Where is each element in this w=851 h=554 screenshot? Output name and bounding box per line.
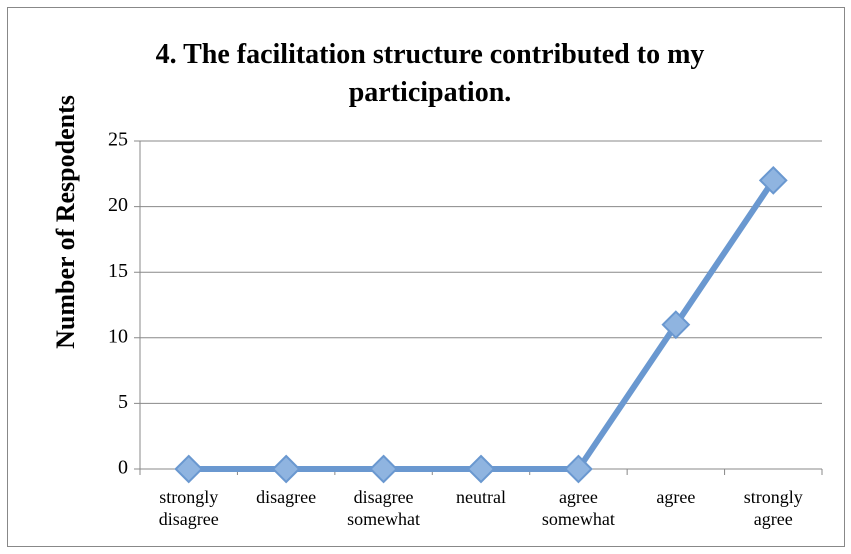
x-tick-label: disagree <box>256 487 317 507</box>
x-tick-label: strongly disagree <box>158 487 219 529</box>
y-tick-label: 25 <box>108 129 128 151</box>
y-tick-label: 0 <box>118 457 128 479</box>
y-tick-label: 20 <box>108 194 128 216</box>
chart-title: 4. The facilitation structure contribute… <box>155 39 705 108</box>
marker <box>369 454 398 484</box>
x-tick-label: neutral <box>456 487 506 507</box>
y-tick-label: 10 <box>108 325 128 347</box>
marker <box>466 454 496 484</box>
marker <box>564 454 593 484</box>
x-tick-label: agree <box>656 487 696 507</box>
marker <box>758 165 788 195</box>
y-tick-label: 15 <box>108 260 128 282</box>
x-tick-label: agree somewhat <box>541 487 615 529</box>
y-axis-label: Number of Respodents <box>51 95 80 349</box>
x-tick-label: strongly agree <box>743 487 803 529</box>
y-tick-label: 5 <box>118 391 128 413</box>
marker <box>661 310 691 340</box>
marker <box>174 454 204 484</box>
marker <box>271 454 301 484</box>
x-tick-label: disagree somewhat <box>347 487 421 529</box>
